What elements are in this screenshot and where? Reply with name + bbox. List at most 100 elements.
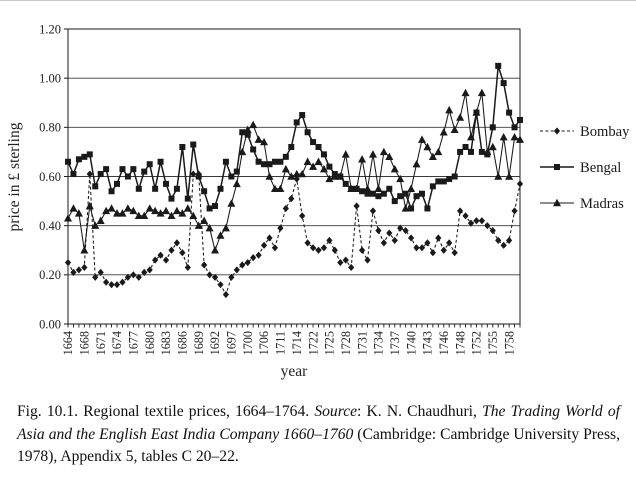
triangle-marker (211, 246, 220, 254)
triangle-marker (407, 184, 416, 192)
x-tick-label: 1674 (110, 331, 124, 355)
square-marker (146, 161, 153, 168)
diamond-marker (506, 236, 513, 245)
square-marker (130, 166, 137, 173)
square-marker (277, 158, 284, 165)
triangle-marker (374, 184, 383, 192)
triangle-marker (156, 209, 165, 217)
diamond-marker (342, 256, 349, 264)
x-tick-label: 1692 (208, 331, 222, 355)
triangle-marker (74, 209, 83, 217)
triangle-marker (91, 221, 100, 229)
square-marker (364, 190, 371, 197)
square-marker (391, 198, 398, 205)
plot-frame (67, 28, 521, 325)
series-bombay (64, 170, 524, 299)
triangle-marker (341, 150, 350, 158)
diamond-marker (315, 246, 322, 254)
diamond-marker (553, 127, 561, 135)
square-marker (244, 131, 251, 138)
square-marker (184, 195, 191, 202)
diamond-marker (190, 170, 197, 178)
triangle-marker (145, 204, 154, 212)
caption-segment: : K. N. Chaudhuri, (357, 403, 483, 420)
diamond-marker (173, 239, 181, 247)
square-marker (304, 129, 311, 136)
diamond-marker (353, 202, 360, 210)
triangle-marker (434, 147, 443, 156)
diamond-marker (86, 170, 93, 178)
legend-item-bombay: Bombay (540, 124, 630, 140)
diamond-marker (391, 236, 398, 245)
diamond-marker (413, 244, 420, 252)
triangle-marker (466, 132, 475, 141)
square-marker (293, 119, 300, 126)
triangle-marker (200, 216, 209, 224)
diamond-marker (141, 268, 148, 276)
square-marker (511, 124, 518, 131)
triangle-marker (249, 120, 258, 129)
diamond-marker (250, 254, 257, 262)
triangle-marker (134, 211, 143, 220)
triangle-marker (232, 179, 241, 188)
diamond-marker (320, 244, 328, 252)
square-marker (114, 180, 121, 187)
diamond-marker (473, 217, 480, 225)
square-marker (435, 178, 442, 185)
y-axis-title: price in £ sterling (6, 122, 23, 231)
square-marker (217, 185, 224, 192)
diamond-marker (348, 263, 355, 272)
triangle-marker (368, 150, 377, 158)
triangle-marker (390, 164, 399, 173)
diamond-marker (70, 268, 77, 276)
y-tick-label: 1.00 (39, 71, 61, 85)
diamond-marker (260, 241, 268, 249)
y-tick-label: 0.80 (39, 121, 61, 135)
diamond-marker (92, 273, 99, 281)
diamond-marker (113, 281, 121, 289)
square-marker (282, 153, 289, 160)
square-marker (320, 151, 327, 158)
square-marker (75, 156, 82, 163)
square-marker (271, 158, 278, 165)
diamond-marker (516, 180, 524, 188)
square-marker (462, 144, 469, 150)
square-marker (299, 112, 306, 119)
square-marker (179, 144, 186, 150)
triangle-marker (505, 172, 514, 180)
square-marker (163, 180, 170, 187)
square-marker (413, 193, 420, 200)
diamond-marker (326, 236, 333, 245)
diamond-marker (386, 229, 393, 237)
triangle-marker (510, 132, 519, 141)
triangle-marker (102, 206, 111, 215)
x-tick-label: 1689 (192, 331, 206, 355)
x-tick-label: 1737 (388, 331, 402, 355)
square-marker (315, 144, 322, 150)
series-bombay-line (67, 173, 521, 296)
square-marker (451, 173, 458, 180)
diamond-marker (489, 226, 496, 235)
diamond-marker (407, 234, 415, 242)
triangle-marker (107, 204, 116, 212)
triangle-marker (265, 172, 274, 180)
triangle-marker (412, 160, 421, 168)
square-marker (65, 158, 71, 165)
x-tick-label: 1734 (372, 331, 386, 355)
diamond-marker (217, 281, 224, 289)
diamond-marker (304, 239, 311, 247)
square-marker (489, 124, 496, 131)
square-marker (517, 116, 523, 123)
triangle-marker (151, 206, 160, 215)
diamond-marker (364, 256, 371, 264)
triangle-marker (428, 152, 437, 161)
triangle-marker (80, 246, 89, 254)
diamond-marker (358, 246, 366, 254)
square-marker (467, 148, 474, 155)
diamond-marker (435, 234, 442, 242)
triangle-marker (243, 125, 252, 133)
square-marker (288, 144, 295, 150)
triangle-marker (113, 209, 122, 217)
square-marker (429, 183, 436, 190)
caption-segment: (Cambridge: Cambridge University Press, … (17, 425, 620, 466)
